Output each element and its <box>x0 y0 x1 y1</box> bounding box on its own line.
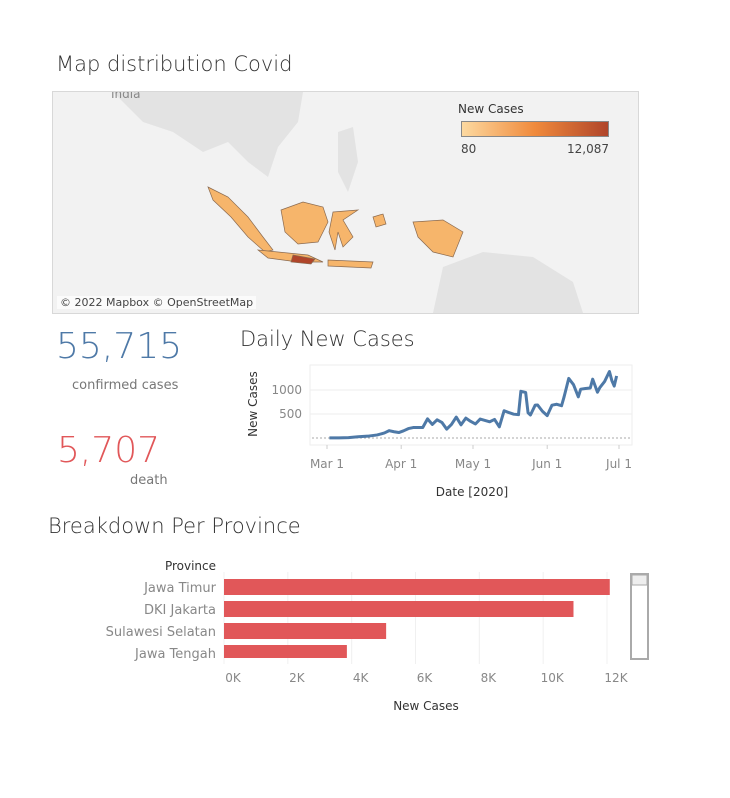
daily-x-tick: Mar 1 <box>310 457 344 471</box>
map-legend-gradient <box>461 121 609 137</box>
daily-x-tick: Jul 1 <box>605 457 632 471</box>
province-scrollbar[interactable] <box>630 573 649 660</box>
province-column-header: Province <box>165 559 216 573</box>
map-attribution[interactable]: © 2022 Mapbox © OpenStreetMap <box>57 296 257 309</box>
map-legend-min: 80 <box>461 142 477 156</box>
province-x-tick: 12K <box>604 671 628 685</box>
daily-series-line[interactable] <box>329 370 619 440</box>
province-bar-chart: 0K 2K 4K 6K 8K 10K 12K Jawa Timur DKI Jakarta Sul… <box>106 572 629 685</box>
daily-x-axis-label: Date [2020] <box>436 485 508 499</box>
daily-plot-area <box>309 364 633 446</box>
death-value: 5,707 <box>56 430 160 471</box>
australia-shape <box>433 252 583 313</box>
province-x-tick: 6K <box>417 671 434 685</box>
death-label: death <box>130 473 168 488</box>
daily-x-tick: May 1 <box>455 457 491 471</box>
map-legend-title: New Cases <box>458 102 524 116</box>
confirmed-cases-value: 55,715 <box>56 326 182 367</box>
mainland-asia-shape <box>53 92 303 177</box>
province-bar[interactable] <box>224 601 574 617</box>
maluku-shape <box>372 213 387 228</box>
daily-y-axis-label: New Cases <box>246 371 260 437</box>
indonesia-provinces <box>207 186 464 269</box>
map-label-india: India <box>111 92 140 101</box>
province-bar[interactable] <box>224 645 347 658</box>
daily-x-tick: Apr 1 <box>385 457 417 471</box>
province-x-tick: 10K <box>541 671 565 685</box>
province-bar[interactable] <box>224 623 387 639</box>
province-label: DKI Jakarta <box>144 603 216 618</box>
daily-y-tick: 1000 <box>271 383 302 397</box>
province-scrollbar-thumb[interactable] <box>631 574 648 586</box>
province-chart-title: Breakdown Per Province <box>48 514 301 538</box>
sulawesi-shape <box>328 209 360 251</box>
philippines-shape <box>338 127 358 192</box>
province-label: Sulawesi Selatan <box>106 625 216 640</box>
province-bar[interactable] <box>224 579 610 595</box>
papua-shape <box>412 219 464 258</box>
province-x-axis-label: New Cases <box>393 699 459 713</box>
daily-chart-title: Daily New Cases <box>240 327 415 351</box>
province-label: Jawa Timur <box>143 581 217 596</box>
map-view[interactable]: India New Cases 80 12,087 © 2022 Mapbox … <box>52 91 639 314</box>
map-legend-max: 12,087 <box>567 142 609 156</box>
map-title: Map distribution Covid <box>56 52 293 76</box>
jawa-timur-shape <box>290 254 316 265</box>
confirmed-cases-label: confirmed cases <box>72 378 179 393</box>
province-x-tick: 0K <box>225 671 242 685</box>
map-canvas: India <box>53 92 583 313</box>
daily-y-tick: 500 <box>279 407 302 421</box>
kalimantan-shape <box>280 201 329 245</box>
daily-x-tick: Jun 1 <box>531 457 562 471</box>
province-x-tick: 2K <box>289 671 306 685</box>
nusa-tenggara-shape <box>327 259 374 269</box>
province-x-tick: 8K <box>481 671 498 685</box>
daily-line-chart: 500 1000 Mar 1 Apr 1 May 1 Jun 1 Jul 1 <box>271 364 633 471</box>
province-x-tick: 4K <box>353 671 370 685</box>
province-label: Jawa Tengah <box>134 647 216 662</box>
